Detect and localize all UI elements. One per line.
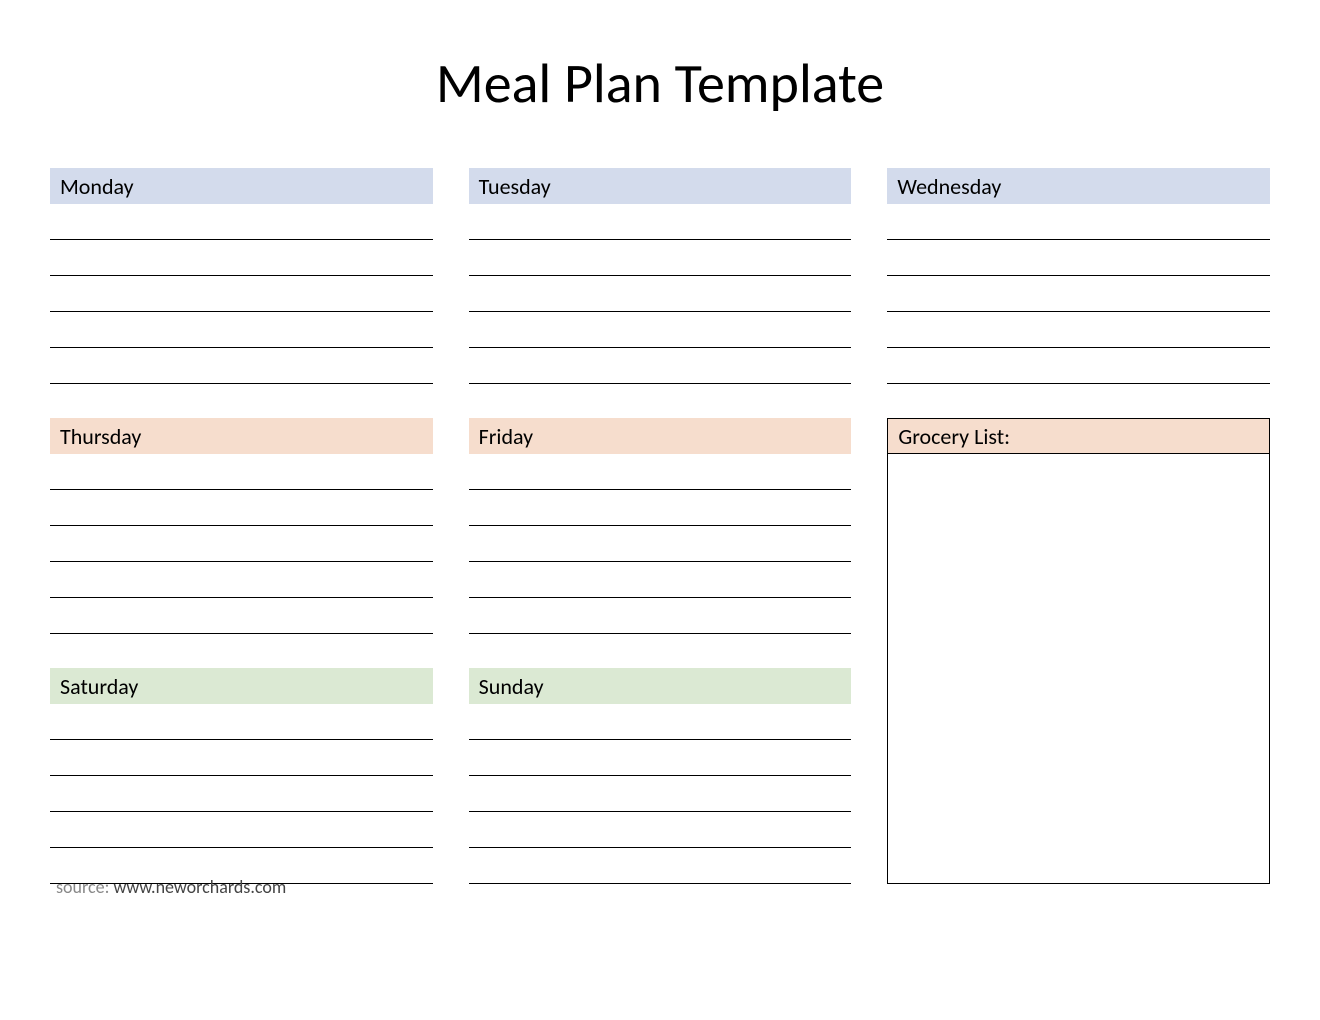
day-header-monday: Monday: [50, 168, 433, 204]
day-lines-saturday: [50, 704, 433, 884]
day-lines-thursday: [50, 454, 433, 634]
meal-line[interactable]: [469, 740, 852, 776]
meal-line[interactable]: [469, 204, 852, 240]
meal-line[interactable]: [887, 312, 1270, 348]
day-block-monday: Monday: [50, 168, 433, 384]
page-title: Meal Plan Template: [50, 50, 1270, 118]
grocery-block: Grocery List:: [887, 418, 1270, 884]
meal-line[interactable]: [469, 312, 852, 348]
day-block-friday: Friday: [469, 418, 852, 634]
day-lines-sunday: [469, 704, 852, 884]
day-header-saturday: Saturday: [50, 668, 433, 704]
meal-line[interactable]: [469, 848, 852, 884]
meal-line[interactable]: [887, 204, 1270, 240]
meal-line[interactable]: [50, 204, 433, 240]
meal-line[interactable]: [469, 276, 852, 312]
day-header-friday: Friday: [469, 418, 852, 454]
source-label: source:: [56, 876, 113, 898]
meal-line[interactable]: [50, 454, 433, 490]
meal-line[interactable]: [50, 598, 433, 634]
meal-line[interactable]: [469, 490, 852, 526]
day-lines-wednesday: [887, 204, 1270, 384]
meal-line[interactable]: [50, 812, 433, 848]
plan-grid: Monday Tuesday Wednesday: [50, 168, 1270, 884]
day-header-thursday: Thursday: [50, 418, 433, 454]
meal-line[interactable]: [50, 276, 433, 312]
grocery-header: Grocery List:: [887, 418, 1270, 454]
day-block-tuesday: Tuesday: [469, 168, 852, 384]
meal-line[interactable]: [469, 240, 852, 276]
meal-line[interactable]: [50, 490, 433, 526]
source-url: www.neworchards.com: [113, 876, 286, 898]
day-lines-tuesday: [469, 204, 852, 384]
meal-line[interactable]: [50, 562, 433, 598]
meal-line[interactable]: [50, 348, 433, 384]
meal-line[interactable]: [469, 812, 852, 848]
day-block-saturday: Saturday: [50, 668, 433, 884]
day-header-tuesday: Tuesday: [469, 168, 852, 204]
day-lines-monday: [50, 204, 433, 384]
meal-line[interactable]: [887, 348, 1270, 384]
grocery-list-box[interactable]: [887, 454, 1270, 884]
day-block-wednesday: Wednesday: [887, 168, 1270, 384]
day-block-sunday: Sunday: [469, 668, 852, 884]
meal-line[interactable]: [50, 240, 433, 276]
meal-line[interactable]: [469, 776, 852, 812]
day-header-sunday: Sunday: [469, 668, 852, 704]
meal-line[interactable]: [469, 454, 852, 490]
source-line: source: www.neworchards.com: [56, 876, 286, 898]
day-block-thursday: Thursday: [50, 418, 433, 634]
day-lines-friday: [469, 454, 852, 634]
meal-line[interactable]: [469, 348, 852, 384]
meal-line[interactable]: [469, 562, 852, 598]
meal-line[interactable]: [50, 740, 433, 776]
meal-line[interactable]: [887, 276, 1270, 312]
meal-line[interactable]: [50, 704, 433, 740]
meal-line[interactable]: [469, 704, 852, 740]
meal-line[interactable]: [50, 526, 433, 562]
meal-line[interactable]: [50, 776, 433, 812]
meal-line[interactable]: [887, 240, 1270, 276]
meal-line[interactable]: [50, 312, 433, 348]
meal-line[interactable]: [469, 526, 852, 562]
day-header-wednesday: Wednesday: [887, 168, 1270, 204]
meal-line[interactable]: [469, 598, 852, 634]
meal-plan-page: Meal Plan Template Monday Tuesday: [0, 0, 1320, 1020]
